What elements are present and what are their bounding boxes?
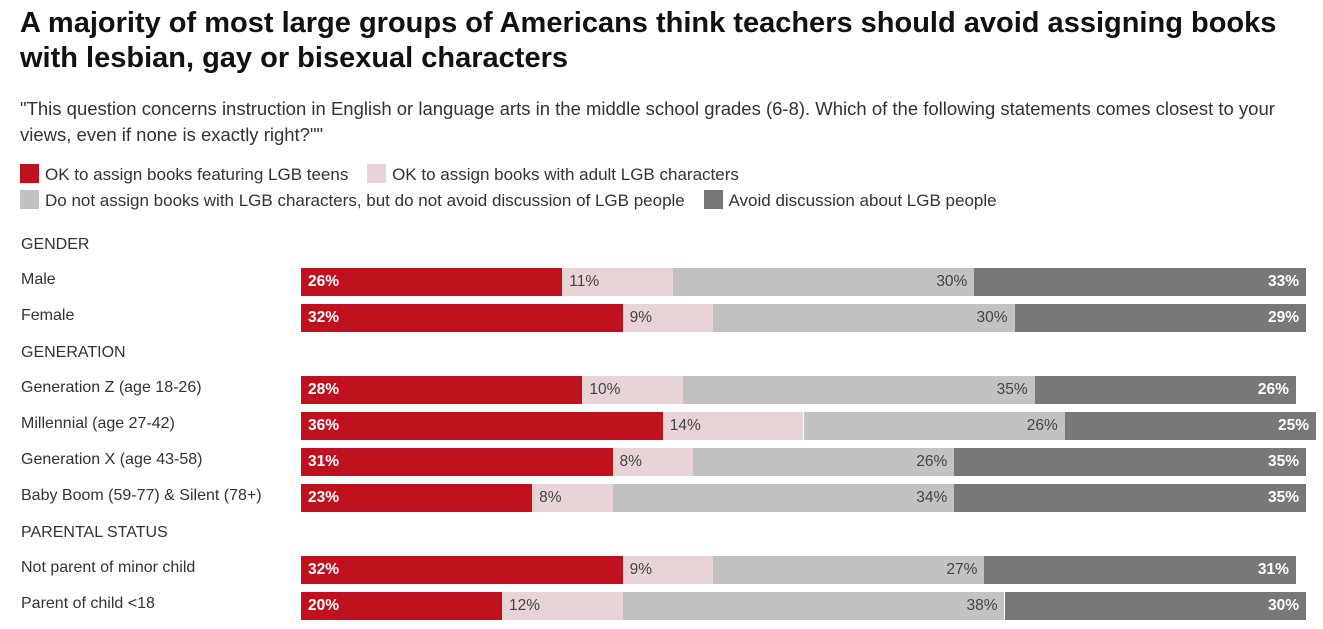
bar-segment-avoid	[984, 556, 1296, 584]
row-label: Male	[21, 271, 56, 288]
data-label: 14%	[669, 417, 701, 434]
bar-segment-teens	[301, 448, 613, 476]
data-label: 35%	[996, 381, 1028, 398]
legend-item-adult: OK to assign books with adult LGB charac…	[367, 164, 739, 184]
bar-segment-no-books	[692, 448, 955, 476]
legend-item-teens: OK to assign books featuring LGB teens	[20, 164, 349, 184]
legend-swatch-no-books	[20, 190, 39, 209]
bar-segment-teens	[301, 412, 663, 440]
row-label: Generation X (age 43-58)	[21, 451, 203, 468]
bar-segment-no-books	[803, 412, 1065, 440]
section-label: PARENTAL STATUS	[21, 524, 168, 541]
data-label: 31%	[1257, 561, 1289, 578]
bar-segment-adult	[502, 592, 623, 620]
row-label: Generation Z (age 18-26)	[21, 379, 202, 396]
data-label: 34%	[916, 489, 948, 506]
bar-segment-adult	[612, 448, 693, 476]
legend: OK to assign books featuring LGB teens O…	[20, 162, 1310, 214]
data-label: 26%	[308, 273, 340, 290]
data-label: 29%	[1267, 309, 1299, 326]
data-label: 20%	[308, 597, 340, 614]
legend-label-teens: OK to assign books featuring LGB teens	[45, 165, 349, 184]
bar-segment-adult	[622, 556, 714, 584]
data-label: 11%	[569, 273, 600, 290]
bar-segment-teens	[301, 556, 623, 584]
data-label: 26%	[1026, 417, 1058, 434]
bar-segment-avoid	[954, 484, 1306, 512]
data-label: 36%	[308, 417, 340, 434]
bar-segment-avoid	[954, 448, 1306, 476]
legend-swatch-adult	[367, 164, 387, 183]
data-label: 38%	[966, 597, 998, 614]
data-label: 8%	[619, 453, 642, 470]
chart-subtitle: "This question concerns instruction in E…	[20, 98, 1275, 145]
bar-segment-teens	[301, 376, 583, 404]
data-label: 26%	[1257, 381, 1289, 398]
row-label: Female	[21, 307, 75, 324]
data-label: 30%	[936, 273, 968, 290]
data-label: 31%	[308, 453, 340, 470]
data-label: 32%	[308, 309, 340, 326]
legend-label-adult: OK to assign books with adult LGB charac…	[392, 165, 739, 184]
bar-segment-no-books	[682, 376, 1035, 404]
bar-segment-teens	[301, 592, 502, 620]
data-label: 26%	[916, 453, 948, 470]
legend-item-no-books: Do not assign books with LGB characters,…	[20, 190, 685, 210]
section-label: GENERATION	[21, 344, 126, 361]
bar-segment-no-books	[713, 556, 985, 584]
data-label: 30%	[1267, 597, 1299, 614]
data-label: 23%	[308, 489, 340, 506]
bar-segment-teens	[301, 484, 533, 512]
data-label: 8%	[539, 489, 562, 506]
bar-segment-avoid	[1004, 592, 1306, 620]
legend-swatch-avoid	[703, 190, 723, 209]
row-label: Baby Boom (59-77) & Silent (78+)	[21, 487, 262, 504]
data-label: 35%	[1267, 489, 1299, 506]
bar-segment-teens	[301, 304, 623, 332]
data-label: 9%	[629, 561, 652, 578]
stacked-bar-chart: GENDER Male 26% 11% 30% 33% Female 32% 9% 30% 29% G…	[0, 228, 1323, 629]
legend-label-avoid: Avoid discussion about LGB people	[728, 191, 997, 210]
bar-segment-no-books	[672, 268, 975, 296]
data-label: 35%	[1267, 453, 1299, 470]
row-label: Parent of child <18	[21, 595, 155, 612]
legend-label-no-books: Do not assign books with LGB characters,…	[45, 191, 685, 210]
bar-segment-adult	[582, 376, 683, 404]
bar-segment-teens	[301, 268, 563, 296]
bar-segment-adult	[622, 304, 714, 332]
legend-swatch-teens	[20, 164, 39, 183]
bar-segment-no-books	[713, 304, 1015, 332]
bar-segment-avoid	[974, 268, 1306, 296]
bar-segment-adult	[532, 484, 613, 512]
data-label: 10%	[589, 381, 621, 398]
bar-segment-no-books	[622, 592, 1005, 620]
data-label: 25%	[1278, 417, 1310, 434]
bar-segment-no-books	[612, 484, 955, 512]
data-label: 9%	[629, 309, 652, 326]
row-label: Millennial (age 27-42)	[21, 415, 175, 432]
bar-segment-avoid	[1014, 304, 1306, 332]
bar-segment-avoid	[1064, 412, 1317, 440]
legend-item-avoid: Avoid discussion about LGB people	[703, 190, 997, 210]
data-label: 32%	[308, 561, 340, 578]
data-label: 28%	[308, 381, 340, 398]
data-label: 30%	[976, 309, 1008, 326]
row-label: Not parent of minor child	[21, 559, 196, 576]
bar-segment-adult	[662, 412, 804, 440]
bar-segment-adult	[562, 268, 673, 296]
chart-title: A majority of most large groups of Ameri…	[20, 7, 1277, 74]
data-label: 33%	[1267, 273, 1299, 290]
section-label: GENDER	[21, 236, 90, 253]
data-label: 27%	[946, 561, 978, 578]
data-label: 12%	[509, 597, 541, 614]
bar-segment-avoid	[1034, 376, 1296, 404]
